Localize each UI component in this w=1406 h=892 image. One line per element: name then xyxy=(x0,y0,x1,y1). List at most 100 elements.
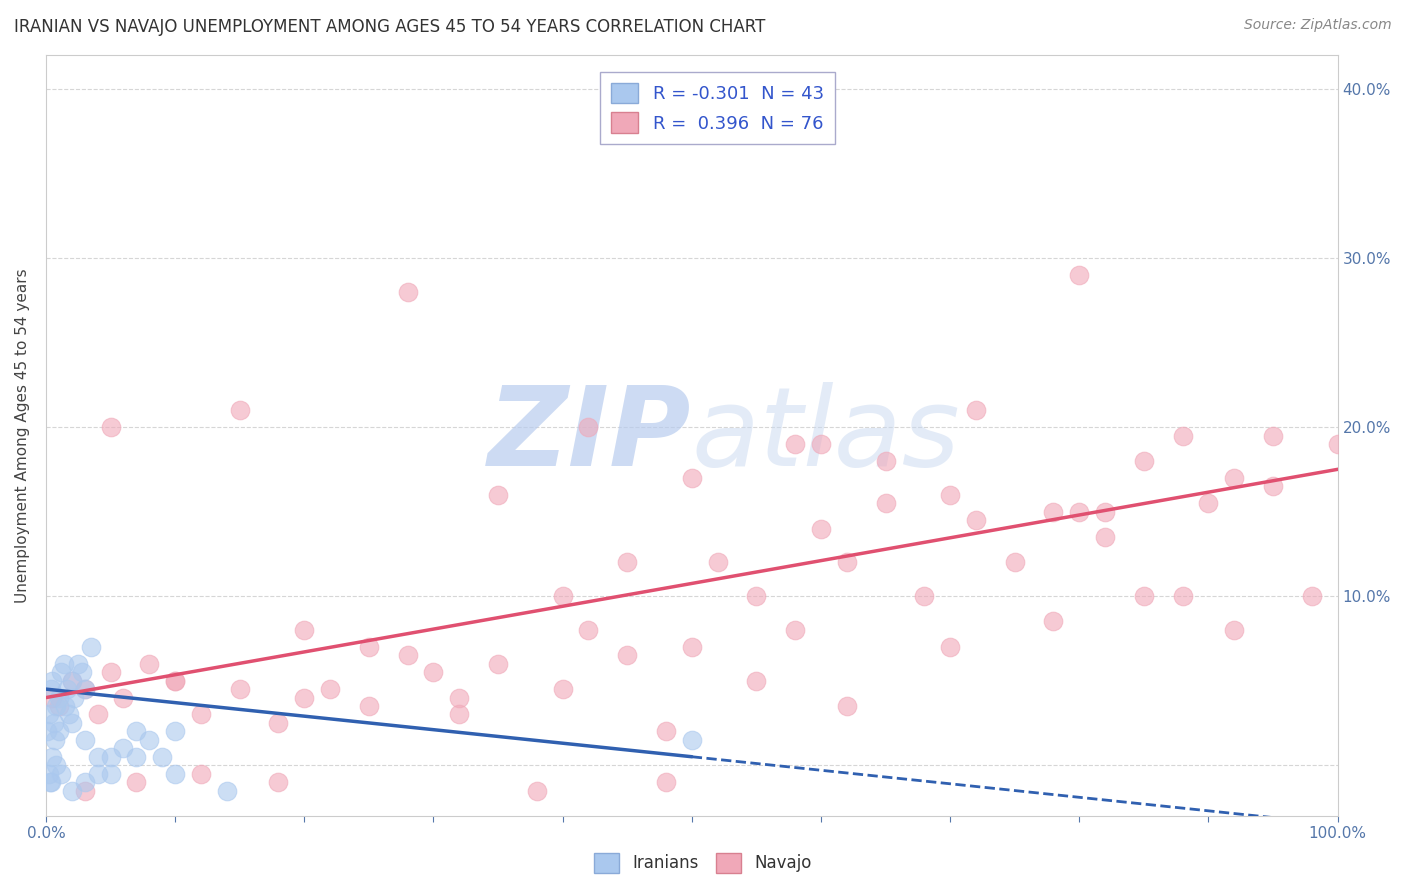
Point xyxy=(60,673,83,688)
Point xyxy=(578,420,600,434)
Point xyxy=(655,724,678,739)
Point xyxy=(965,513,987,527)
Point xyxy=(39,682,62,697)
Point xyxy=(939,488,962,502)
Point xyxy=(875,454,897,468)
Point xyxy=(42,715,65,730)
Point xyxy=(165,673,187,688)
Point xyxy=(616,555,638,569)
Point xyxy=(100,749,122,764)
Point xyxy=(422,665,444,680)
Point xyxy=(70,665,93,680)
Point xyxy=(86,766,108,780)
Point xyxy=(1223,623,1246,637)
Point xyxy=(1223,471,1246,485)
Point xyxy=(41,749,63,764)
Point xyxy=(165,724,187,739)
Point xyxy=(138,732,160,747)
Point xyxy=(150,749,173,764)
Point xyxy=(1326,437,1348,451)
Point xyxy=(48,698,70,713)
Point xyxy=(655,775,678,789)
Point xyxy=(48,690,70,705)
Point xyxy=(449,690,471,705)
Point xyxy=(1261,479,1284,493)
Point xyxy=(745,589,768,603)
Point xyxy=(41,673,63,688)
Point xyxy=(67,657,90,671)
Point xyxy=(228,682,250,697)
Point xyxy=(912,589,935,603)
Point xyxy=(785,623,807,637)
Point xyxy=(190,707,212,722)
Point xyxy=(706,555,728,569)
Point xyxy=(228,403,250,417)
Point xyxy=(125,724,148,739)
Point xyxy=(165,766,187,780)
Point xyxy=(810,521,832,535)
Point xyxy=(681,471,703,485)
Point xyxy=(939,640,962,654)
Point xyxy=(73,732,96,747)
Point xyxy=(73,682,96,697)
Point xyxy=(73,682,96,697)
Point xyxy=(1069,268,1091,282)
Point xyxy=(37,724,59,739)
Point xyxy=(1171,589,1194,603)
Text: Source: ZipAtlas.com: Source: ZipAtlas.com xyxy=(1244,18,1392,32)
Point xyxy=(292,623,315,637)
Point xyxy=(875,496,897,510)
Point xyxy=(60,715,83,730)
Point xyxy=(292,690,315,705)
Point xyxy=(267,715,290,730)
Point xyxy=(357,640,380,654)
Point xyxy=(80,640,103,654)
Point xyxy=(60,783,83,797)
Point xyxy=(60,673,83,688)
Point xyxy=(681,640,703,654)
Point xyxy=(1198,496,1220,510)
Point xyxy=(58,707,80,722)
Point xyxy=(51,665,73,680)
Point xyxy=(1301,589,1323,603)
Legend: Iranians, Navajo: Iranians, Navajo xyxy=(588,847,818,880)
Point xyxy=(41,690,63,705)
Point xyxy=(100,665,122,680)
Point xyxy=(396,648,419,663)
Point xyxy=(38,707,60,722)
Point xyxy=(125,749,148,764)
Point xyxy=(810,437,832,451)
Text: IRANIAN VS NAVAJO UNEMPLOYMENT AMONG AGES 45 TO 54 YEARS CORRELATION CHART: IRANIAN VS NAVAJO UNEMPLOYMENT AMONG AGE… xyxy=(14,18,765,36)
Point xyxy=(486,488,509,502)
Point xyxy=(1004,555,1026,569)
Point xyxy=(486,657,509,671)
Point xyxy=(38,766,60,780)
Point xyxy=(190,766,212,780)
Point xyxy=(55,682,77,697)
Point xyxy=(357,698,380,713)
Y-axis label: Unemployment Among Ages 45 to 54 years: Unemployment Among Ages 45 to 54 years xyxy=(15,268,30,603)
Point xyxy=(396,285,419,299)
Point xyxy=(215,783,238,797)
Point xyxy=(578,623,600,637)
Text: atlas: atlas xyxy=(692,382,960,489)
Point xyxy=(1094,530,1116,544)
Point xyxy=(745,673,768,688)
Point xyxy=(551,682,574,697)
Point xyxy=(51,766,73,780)
Point xyxy=(100,420,122,434)
Point xyxy=(1042,615,1064,629)
Point xyxy=(138,657,160,671)
Point xyxy=(526,783,548,797)
Point xyxy=(449,707,471,722)
Point xyxy=(965,403,987,417)
Point xyxy=(112,690,135,705)
Point xyxy=(1133,454,1156,468)
Point xyxy=(1171,428,1194,442)
Point xyxy=(112,741,135,756)
Point xyxy=(551,589,574,603)
Point xyxy=(1042,505,1064,519)
Point xyxy=(45,698,67,713)
Point xyxy=(48,724,70,739)
Point xyxy=(785,437,807,451)
